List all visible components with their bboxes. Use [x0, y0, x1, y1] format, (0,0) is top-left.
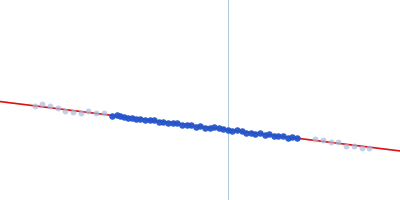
- Point: [294, 136, 300, 139]
- Point: [117, 114, 124, 117]
- Point: [197, 124, 204, 128]
- Point: [78, 112, 84, 115]
- Point: [252, 132, 258, 136]
- Point: [320, 138, 326, 142]
- Point: [224, 128, 231, 132]
- Point: [238, 130, 245, 133]
- Point: [183, 123, 190, 126]
- Point: [335, 140, 342, 143]
- Point: [243, 131, 249, 134]
- Point: [234, 129, 240, 132]
- Point: [220, 127, 227, 130]
- Point: [328, 140, 334, 144]
- Point: [248, 131, 254, 134]
- Point: [156, 120, 162, 123]
- Point: [216, 126, 222, 129]
- Point: [137, 117, 144, 120]
- Point: [101, 112, 107, 115]
- Point: [160, 121, 167, 124]
- Point: [271, 134, 277, 137]
- Point: [351, 145, 357, 148]
- Point: [121, 116, 128, 119]
- Point: [229, 129, 236, 133]
- Point: [62, 109, 68, 112]
- Point: [202, 126, 208, 129]
- Point: [179, 123, 185, 126]
- Point: [266, 133, 272, 136]
- Point: [284, 136, 291, 139]
- Point: [47, 105, 53, 108]
- Point: [192, 125, 199, 128]
- Point: [257, 131, 263, 134]
- Point: [93, 111, 99, 114]
- Point: [188, 123, 194, 127]
- Point: [70, 110, 76, 113]
- Point: [32, 104, 38, 108]
- Point: [146, 119, 153, 122]
- Point: [343, 144, 349, 147]
- Point: [129, 117, 135, 120]
- Point: [113, 113, 120, 117]
- Point: [165, 121, 171, 124]
- Point: [262, 133, 268, 136]
- Point: [151, 119, 158, 122]
- Point: [125, 116, 131, 120]
- Point: [366, 146, 372, 149]
- Point: [108, 115, 115, 118]
- Point: [54, 106, 61, 110]
- Point: [280, 135, 286, 138]
- Point: [211, 126, 218, 129]
- Point: [358, 146, 365, 150]
- Point: [312, 137, 318, 140]
- Point: [170, 121, 176, 125]
- Point: [85, 109, 92, 112]
- Point: [275, 134, 282, 137]
- Point: [39, 103, 46, 106]
- Point: [174, 121, 180, 124]
- Point: [132, 117, 139, 120]
- Point: [142, 118, 148, 121]
- Point: [206, 127, 213, 130]
- Point: [289, 135, 296, 138]
